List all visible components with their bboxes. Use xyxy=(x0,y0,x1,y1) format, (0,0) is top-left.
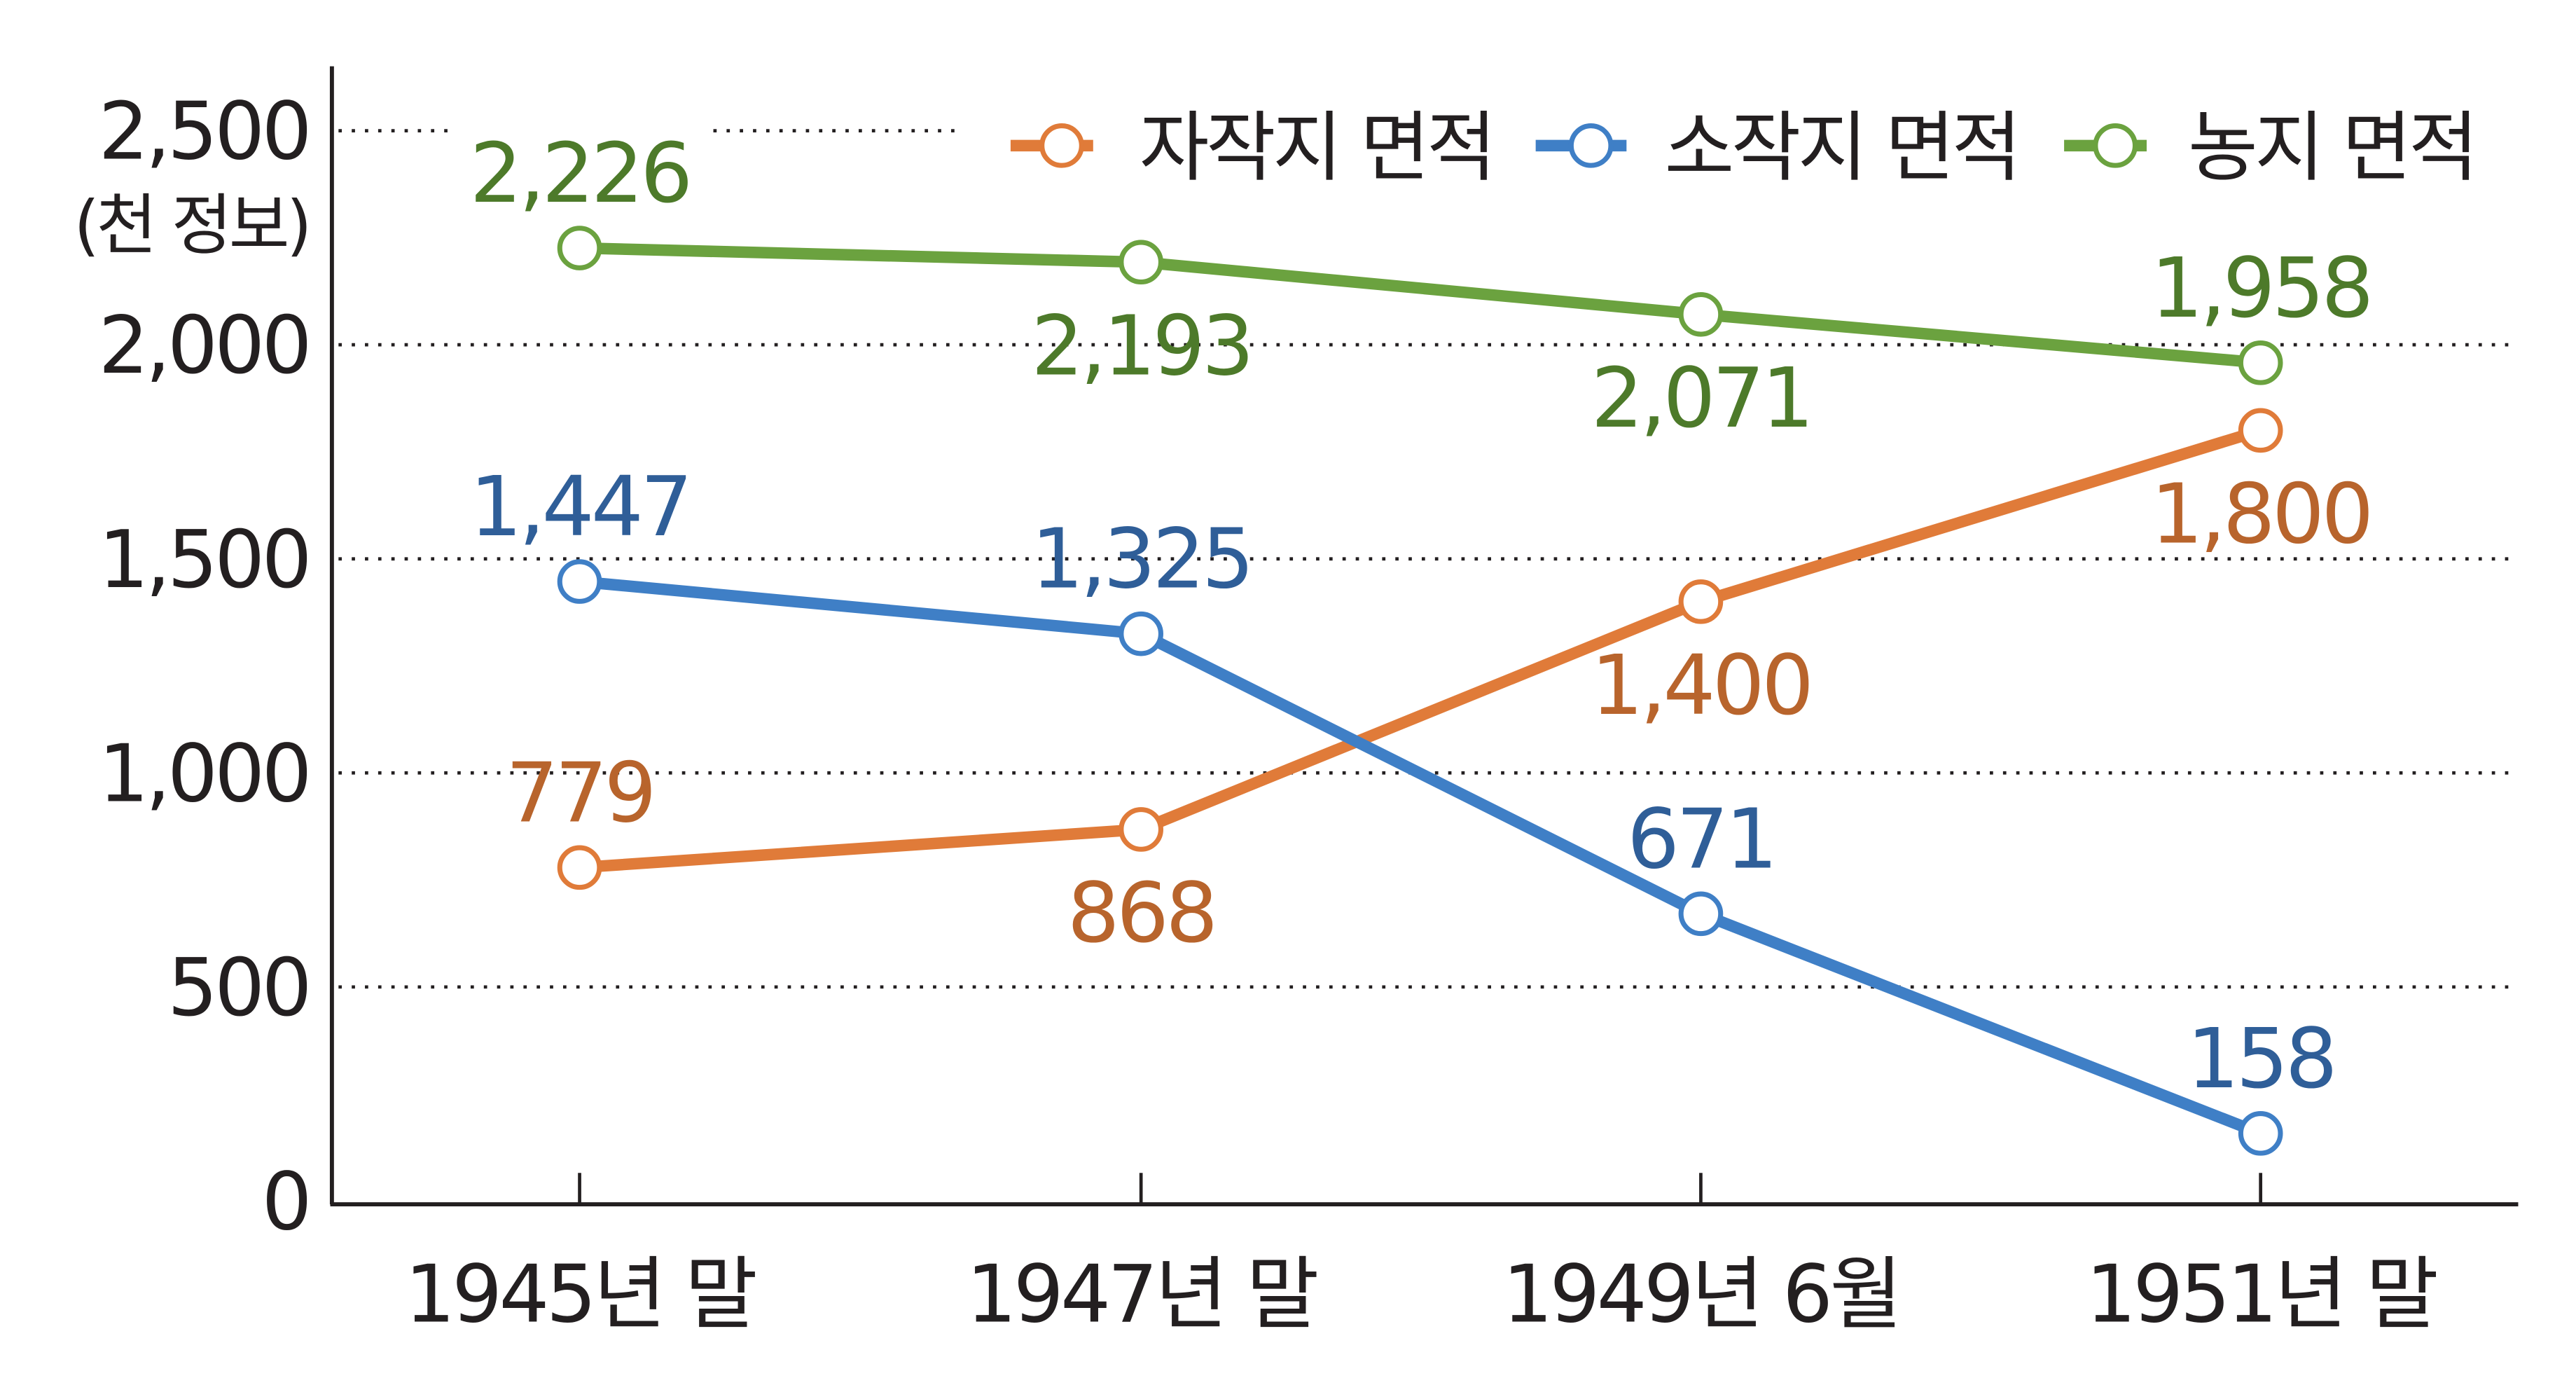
series-group: 779 868 1,400 1,800 1,447 1,325 671 158 2,226 2,1… xyxy=(470,125,2374,1156)
y-tick-label: 0 xyxy=(262,1155,309,1248)
series-1: 779 868 1,400 1,800 xyxy=(506,408,2374,961)
data-label: 671 xyxy=(1627,791,1775,887)
data-label: 2,071 xyxy=(1591,350,1810,446)
data-label: 158 xyxy=(2187,1011,2334,1107)
data-label: 1,400 xyxy=(1591,638,1810,733)
data-label: 1,325 xyxy=(1031,511,1251,607)
data-point xyxy=(1678,291,1724,337)
data-point xyxy=(1119,240,1163,285)
y-axis-unit-label: (천 정보) xyxy=(74,187,309,264)
data-label: 2,226 xyxy=(470,125,690,221)
data-label: 2,193 xyxy=(1031,298,1251,394)
legend-item: 농지 면적 xyxy=(2064,103,2479,192)
y-tick-labels: 0 500 1,000 1,500 2,000 2,500 xyxy=(99,85,312,1248)
y-tick-label: 1,000 xyxy=(99,727,309,820)
data-point xyxy=(1119,807,1163,852)
data-point xyxy=(1678,891,1724,937)
data-point xyxy=(1678,579,1724,624)
x-tick-label: 1951년 말 xyxy=(2086,1248,2437,1340)
data-point xyxy=(557,559,602,604)
x-tick-label: 1949년 6월 xyxy=(1502,1248,1899,1340)
legend-item: 소작지 면적 xyxy=(1535,103,2021,192)
legend-label: 농지 면적 xyxy=(2188,103,2475,192)
y-tick-label: 500 xyxy=(167,942,309,1034)
y-tick-label: 2,500 xyxy=(99,85,309,178)
series-2: 1,447 1,325 671 158 xyxy=(470,459,2338,1156)
x-tick-label: 1947년 말 xyxy=(967,1248,1317,1340)
data-point xyxy=(557,226,602,270)
x-tick-label: 1945년 말 xyxy=(405,1248,756,1340)
data-point xyxy=(2238,1110,2283,1156)
y-tick-label: 2,000 xyxy=(99,299,309,392)
data-point xyxy=(2238,340,2283,385)
series-line xyxy=(579,242,2262,369)
series-line xyxy=(579,425,2263,874)
legend: 자작지 면적 소작지 면적 농지 면적 xyxy=(1010,103,2479,192)
data-label: 1,958 xyxy=(2151,240,2371,336)
data-label: 779 xyxy=(506,745,653,841)
legend-swatch-marker xyxy=(1039,123,1084,168)
gridlines xyxy=(338,129,2514,989)
x-tick-labels: 1945년 말 1947년 말 1949년 6월 1951년 말 xyxy=(405,1173,2440,1340)
data-label: 1,447 xyxy=(470,459,690,555)
series-3: 2,226 2,193 2,071 1,958 xyxy=(470,125,2374,446)
data-label: 1,800 xyxy=(2151,467,2371,563)
legend-label: 소작지 면적 xyxy=(1665,103,2018,192)
legend-swatch-marker xyxy=(1568,123,1614,168)
y-tick-label: 1,500 xyxy=(99,514,309,606)
data-point xyxy=(557,845,602,890)
legend-item: 자작지 면적 xyxy=(1010,103,1497,192)
data-point xyxy=(1119,611,1163,656)
data-label: 868 xyxy=(1067,865,1215,961)
data-point xyxy=(2238,408,2283,453)
series-line xyxy=(579,575,2263,1139)
legend-label: 자작지 면적 xyxy=(1140,103,1493,192)
legend-swatch-marker xyxy=(2093,123,2138,168)
